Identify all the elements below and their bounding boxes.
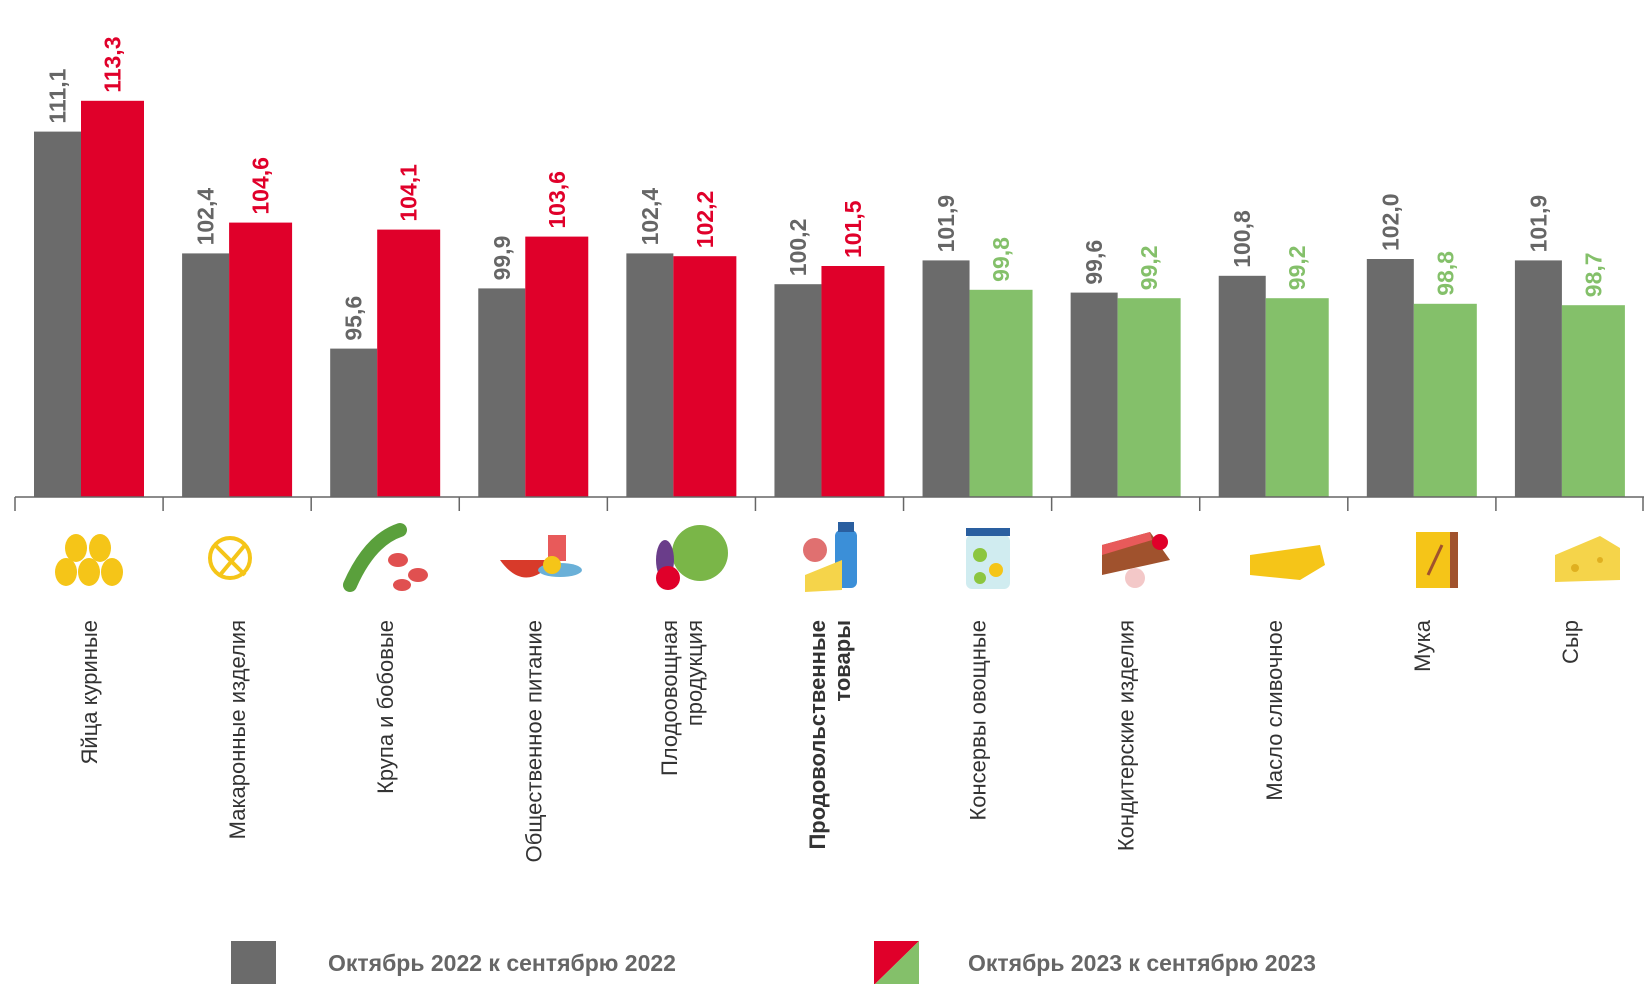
x-tick-label: Продовольственныетовары: [805, 620, 855, 850]
value-label: 100,8: [1229, 210, 1255, 268]
bar: [774, 284, 822, 497]
bar: [1117, 298, 1181, 497]
bar: [969, 289, 1033, 497]
value-label: 99,8: [988, 237, 1014, 282]
value-label: 98,8: [1432, 251, 1458, 296]
legend-label: Октябрь 2023 к сентябрю 2023: [968, 950, 1316, 976]
bar: [478, 288, 526, 497]
value-label: 100,2: [785, 219, 811, 277]
x-tick-label: Сыр: [1558, 620, 1583, 664]
bar: [1561, 305, 1625, 497]
value-label: 101,9: [1525, 195, 1551, 253]
bar: [330, 348, 378, 497]
value-label: 101,5: [840, 200, 866, 258]
bar: [1413, 303, 1477, 497]
bar: [81, 100, 144, 498]
value-label: 102,2: [692, 191, 718, 249]
x-tick-label: Консервы овощные: [966, 620, 991, 821]
bar: [182, 253, 230, 497]
icon-pasta: [208, 536, 252, 580]
bar: [34, 131, 81, 497]
bar: [922, 260, 970, 497]
bar: [1265, 298, 1329, 497]
value-label: 98,7: [1580, 252, 1606, 297]
value-label: 99,2: [1136, 245, 1162, 290]
x-tick-label: Общественное питание: [521, 620, 546, 862]
x-tick-label: Кондитерские изделия: [1114, 620, 1139, 851]
legend-swatch: [231, 941, 276, 984]
bar: [1514, 260, 1562, 497]
x-tick-label: Макаронные изделия: [225, 620, 250, 839]
value-label: 102,0: [1377, 193, 1403, 251]
icons: [55, 522, 1620, 592]
icon-vegetables: [656, 525, 728, 590]
x-tick-label: Плодоовощнаяпродукция: [657, 620, 707, 776]
icon-eggs: [55, 534, 123, 586]
legend-label: Октябрь 2022 к сентябрю 2022: [328, 950, 676, 976]
bar: [821, 266, 885, 497]
icon-flour: [1416, 532, 1458, 588]
bar: [1218, 275, 1266, 497]
x-tick-label: Крупа и бобовые: [373, 620, 398, 794]
bar: [673, 256, 737, 497]
bar: [1070, 292, 1118, 497]
bar: [1366, 259, 1414, 497]
icon-cheese: [1555, 536, 1620, 582]
legend-swatch: [874, 941, 919, 984]
icon-butter: [1250, 545, 1325, 580]
value-label: 102,4: [193, 188, 219, 246]
value-label: 99,9: [489, 236, 515, 281]
icon-beans: [343, 523, 428, 592]
legend-swatch: [875, 941, 919, 984]
bar: [525, 236, 589, 497]
value-label: 101,9: [933, 195, 959, 253]
icon-groceries: [803, 522, 857, 592]
x-tick-label: Мука: [1410, 619, 1435, 672]
icon-canned: [966, 528, 1010, 589]
value-label: 95,6: [341, 296, 367, 341]
icon-meal: [500, 535, 582, 578]
x-tick-label: Яйца куриные: [77, 620, 102, 764]
value-label: 113,3: [100, 37, 126, 93]
bar: [626, 253, 674, 497]
value-label: 104,1: [396, 164, 422, 222]
icon-cake: [1102, 532, 1170, 588]
value-label: 111,1: [45, 68, 71, 123]
x-tick-label: Масло сливочное: [1262, 620, 1287, 801]
value-label: 99,2: [1284, 245, 1310, 290]
value-label: 104,6: [248, 157, 274, 215]
bar: [229, 222, 293, 497]
value-label: 103,6: [544, 171, 570, 229]
bar: [377, 229, 441, 497]
value-label: 102,4: [637, 188, 663, 246]
value-label: 99,6: [1081, 240, 1107, 285]
